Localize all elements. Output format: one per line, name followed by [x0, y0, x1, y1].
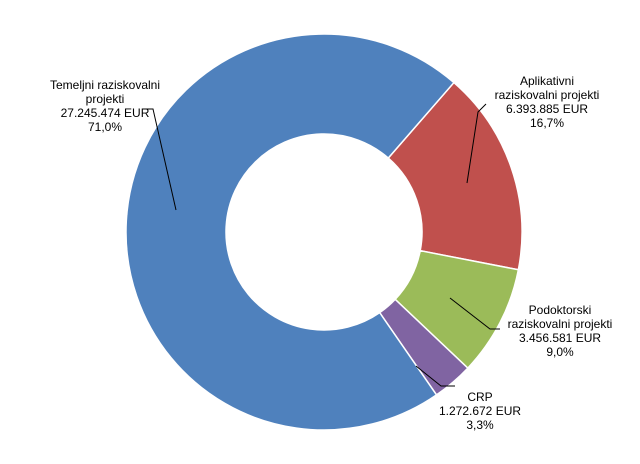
slice-label-podoktorski-line2: raziskovalni projekti [507, 317, 613, 331]
slice-percent-podoktorski: 9,0% [546, 345, 574, 359]
slice-temeljni [125, 33, 455, 431]
slice-label-aplikativni-line1: Aplikativni [519, 74, 575, 88]
slice-label-aplikativni-line2: raziskovalni projekti [494, 88, 600, 102]
leader-line-crp [415, 365, 455, 387]
slice-aplikativni [387, 81, 523, 271]
slice-value-temeljni: 27.245.474 EUR [60, 106, 150, 120]
slice-percent-aplikativni: 16,7% [529, 116, 565, 130]
slice-percent-crp: 3,3% [466, 418, 494, 432]
slice-value-podoktorski: 3.456.581 EUR [518, 331, 602, 345]
leader-line-temeljni [142, 108, 177, 211]
slice-value-aplikativni: 6.393.885 EUR [505, 102, 589, 116]
slice-label-podoktorski: Podoktorski raziskovalni projekti 3.456.… [490, 303, 630, 359]
slice-label-podoktorski-line1: Podoktorski [528, 303, 592, 317]
slice-label-temeljni-line1: Temeljni raziskovalni [49, 78, 161, 92]
slice-percent-temeljni: 71,0% [87, 120, 123, 134]
slice-label-crp: CRP 1.272.672 EUR 3,3% [420, 390, 540, 432]
leader-line-aplikativni [466, 103, 487, 184]
slice-label-temeljni-line2: projekti [85, 92, 125, 106]
slice-label-temeljni: Temeljni raziskovalni projekti 27.245.47… [10, 78, 200, 134]
leader-line-podoktorski [449, 297, 500, 330]
slice-label-crp-line1: CRP [467, 390, 493, 404]
slice-label-aplikativni: Aplikativni raziskovalni projekti 6.393.… [472, 74, 622, 130]
slice-value-crp: 1.272.672 EUR [438, 404, 522, 418]
